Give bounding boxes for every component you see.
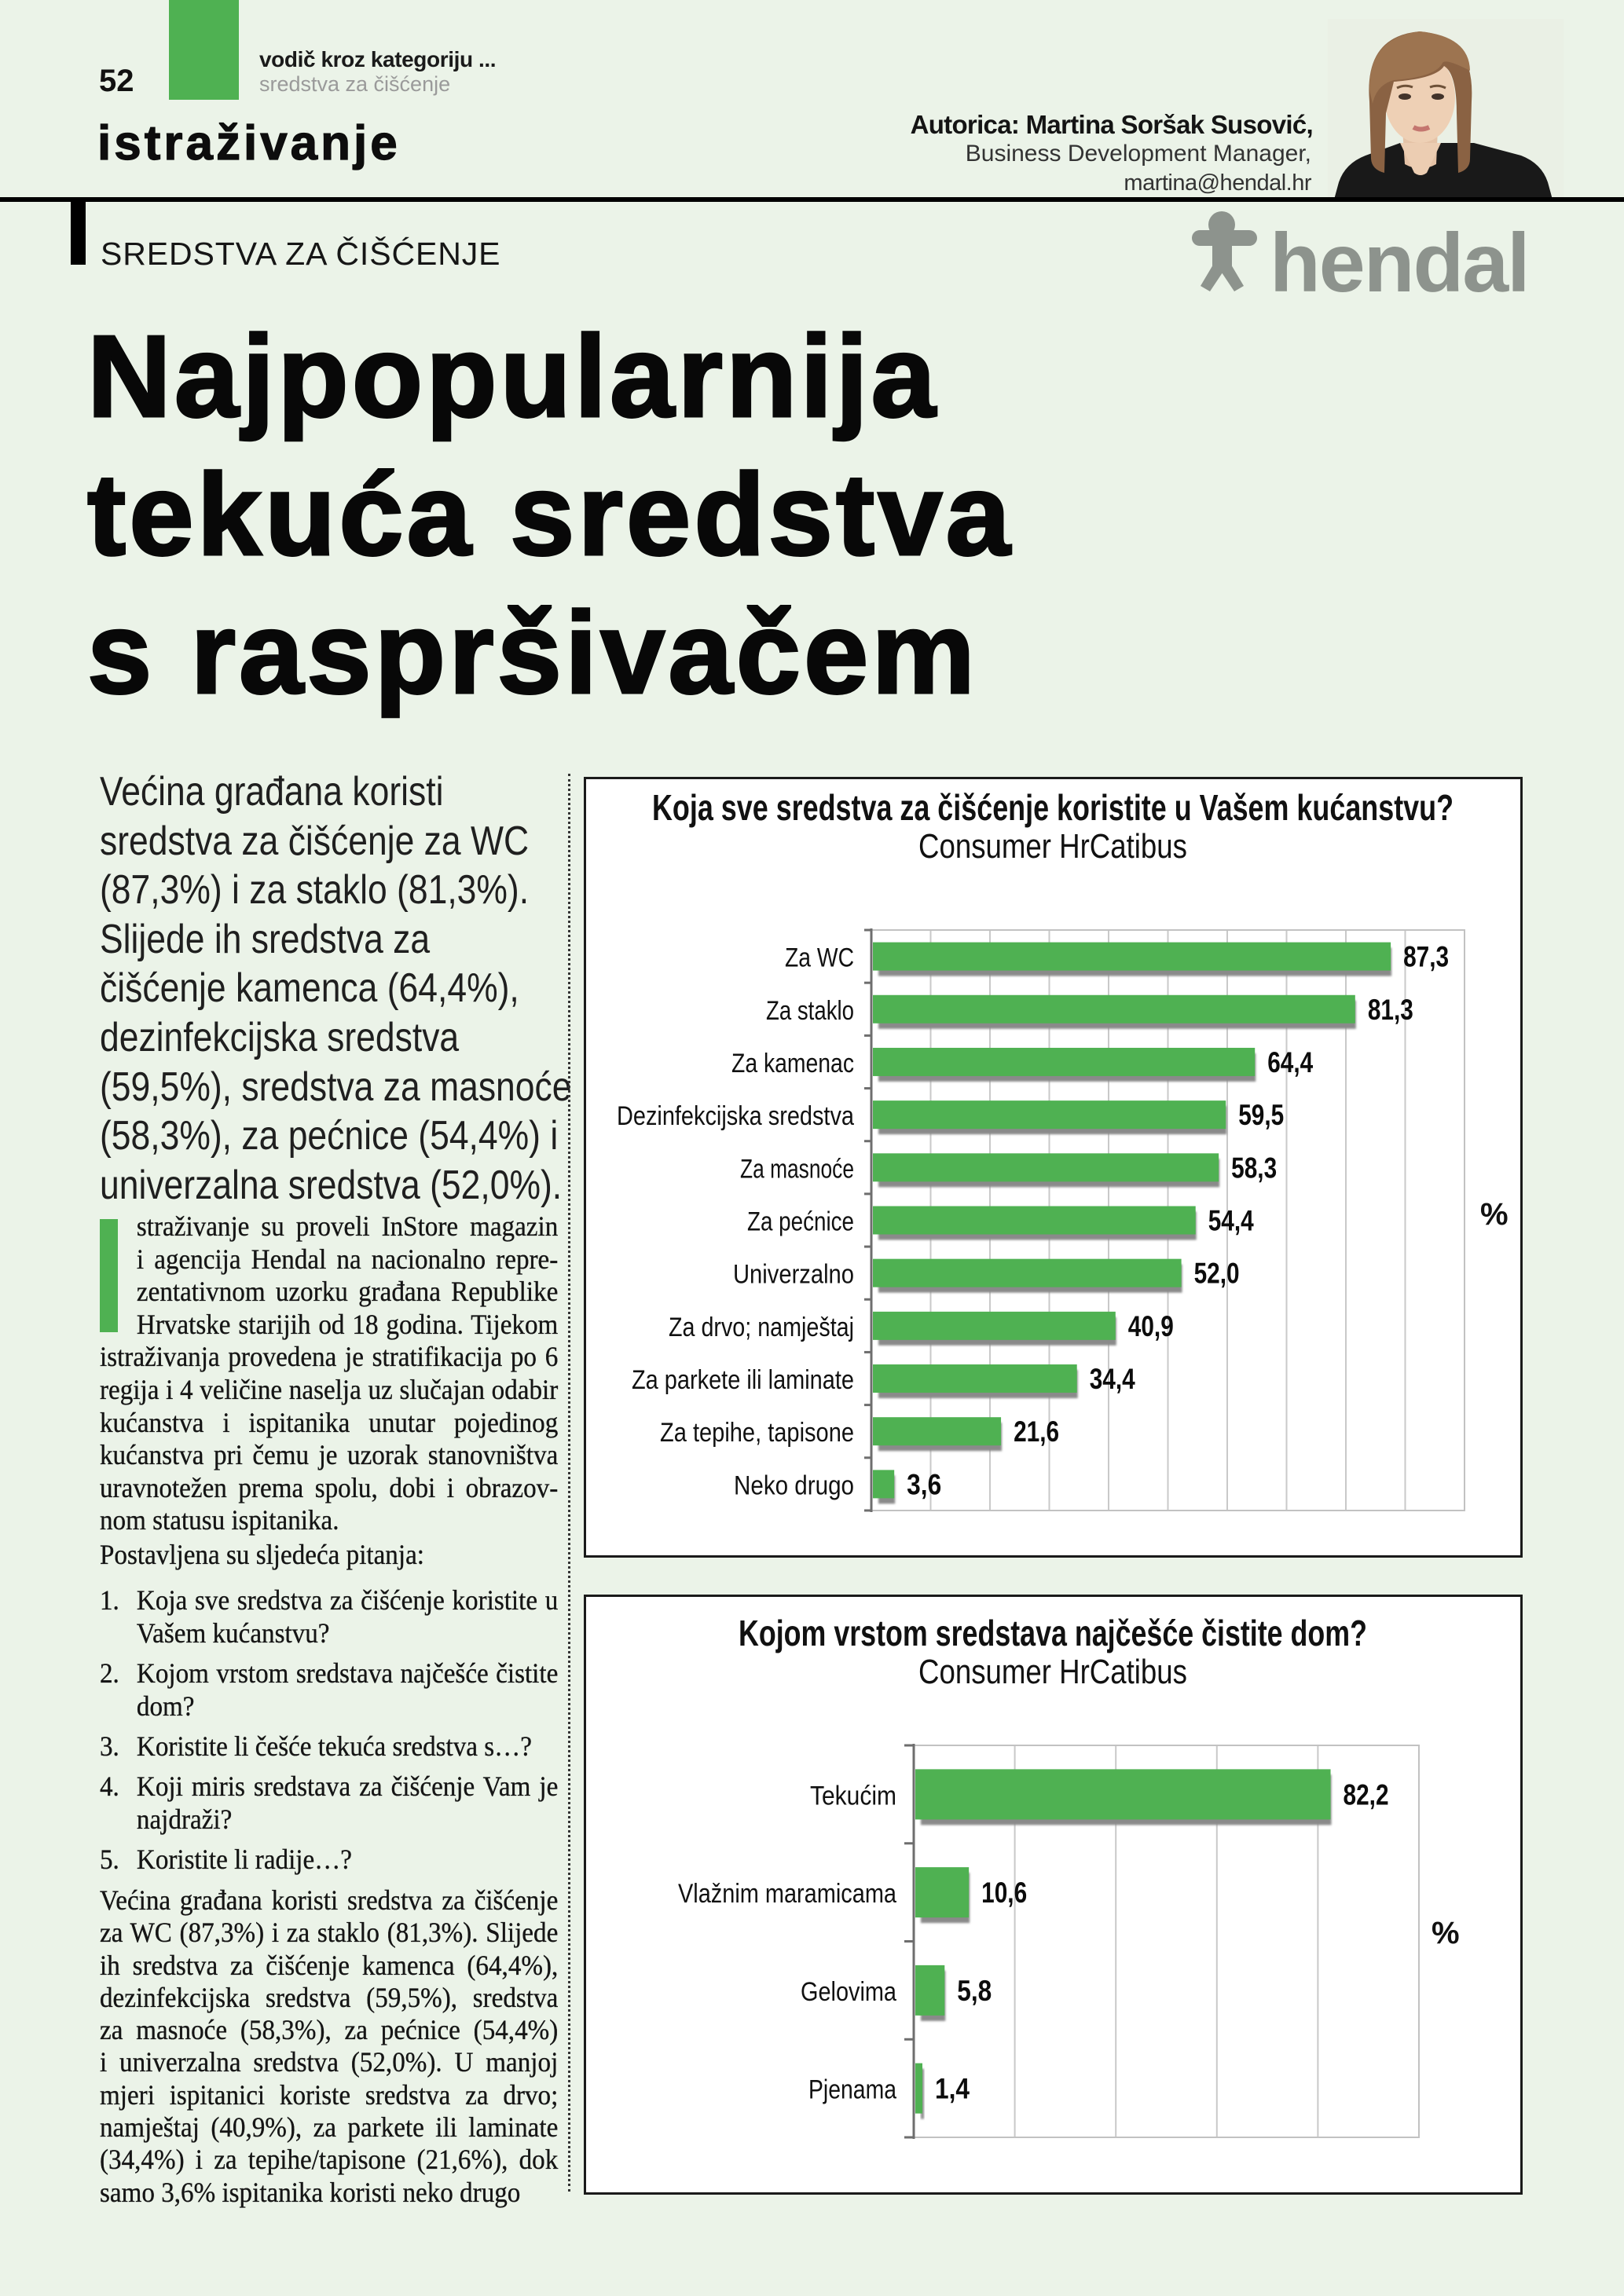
svg-text:81,3: 81,3 xyxy=(1368,994,1413,1026)
svg-text:Za WC: Za WC xyxy=(785,943,854,973)
svg-text:Kojom vrstom sredstava najčešć: Kojom vrstom sredstava najčešće čistite … xyxy=(739,1613,1367,1653)
svg-text:Za parkete ili laminate: Za parkete ili laminate xyxy=(632,1365,854,1395)
svg-text:Consumer HrCatibus: Consumer HrCatibus xyxy=(918,827,1187,866)
svg-text:%: % xyxy=(1480,1197,1509,1232)
svg-text:82,2: 82,2 xyxy=(1344,1778,1389,1811)
svg-text:Za masnoće: Za masnoće xyxy=(740,1154,854,1184)
svg-text:Za drvo; namještaj: Za drvo; namještaj xyxy=(669,1313,854,1342)
svg-text:Dezinfekcijska sredstva: Dezinfekcijska sredstva xyxy=(617,1101,854,1131)
svg-text:34,4: 34,4 xyxy=(1090,1363,1135,1395)
svg-text:Za kamenac: Za kamenac xyxy=(731,1049,854,1078)
svg-text:10,6: 10,6 xyxy=(981,1877,1027,1909)
svg-text:3,6: 3,6 xyxy=(907,1468,941,1500)
svg-text:Za tepihe, tapisone: Za tepihe, tapisone xyxy=(660,1418,854,1448)
svg-text:Univerzalno: Univerzalno xyxy=(733,1260,854,1290)
svg-text:5,8: 5,8 xyxy=(957,1975,992,2007)
svg-text:%: % xyxy=(1432,1916,1460,1950)
svg-text:59,5: 59,5 xyxy=(1238,1099,1284,1131)
svg-text:40,9: 40,9 xyxy=(1128,1310,1174,1342)
svg-text:Consumer HrCatibus: Consumer HrCatibus xyxy=(918,1653,1187,1691)
svg-text:64,4: 64,4 xyxy=(1267,1046,1313,1078)
svg-text:52,0: 52,0 xyxy=(1194,1258,1240,1290)
svg-text:1,4: 1,4 xyxy=(935,2073,970,2105)
svg-text:21,6: 21,6 xyxy=(1014,1415,1059,1448)
svg-text:87,3: 87,3 xyxy=(1403,941,1449,973)
svg-text:Koja sve sredstva za čišćenje: Koja sve sredstva za čišćenje koristite … xyxy=(652,787,1454,828)
svg-text:Gelovima: Gelovima xyxy=(801,1977,896,2007)
svg-text:Vlažnim maramicama: Vlažnim maramicama xyxy=(678,1879,896,1909)
svg-text:54,4: 54,4 xyxy=(1208,1204,1254,1236)
svg-text:Pjenama: Pjenama xyxy=(808,2075,896,2105)
svg-text:Tekućim: Tekućim xyxy=(810,1781,896,1811)
svg-text:Za staklo: Za staklo xyxy=(766,996,854,1026)
svg-text:58,3: 58,3 xyxy=(1231,1152,1277,1184)
svg-text:Neko drugo: Neko drugo xyxy=(734,1470,854,1500)
svg-text:Za pećnice: Za pećnice xyxy=(747,1207,854,1236)
svg-text:hendal: hendal xyxy=(1270,217,1529,302)
